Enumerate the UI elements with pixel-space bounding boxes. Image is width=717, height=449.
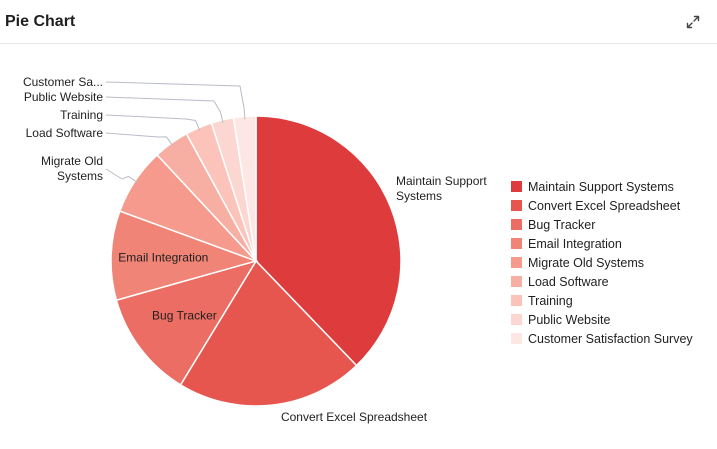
- slice-label-2: Convert Excel Spreadsheet: [281, 410, 428, 424]
- legend-item-4[interactable]: Email Integration: [511, 234, 693, 253]
- legend-item-9[interactable]: Customer Satisfaction Survey: [511, 329, 693, 348]
- legend-item-5[interactable]: Migrate Old Systems: [511, 253, 693, 272]
- legend-swatch: [511, 219, 522, 230]
- leader-line-5: [105, 168, 138, 183]
- slice-label-6: Load Software: [26, 126, 104, 140]
- legend-swatch: [511, 333, 522, 344]
- legend-swatch: [511, 181, 522, 192]
- legend-label: Bug Tracker: [528, 217, 596, 232]
- pie-slice-2[interactable]: [179, 259, 358, 407]
- legend-swatch: [511, 295, 522, 306]
- slice-label-5: Migrate Old Systems: [41, 154, 103, 183]
- legend-item-8[interactable]: Public Website: [511, 310, 693, 329]
- card-header: Pie Chart: [0, 0, 717, 44]
- slice-label-8: Public Website: [24, 90, 103, 104]
- legend-swatch: [511, 276, 522, 287]
- legend-label: Email Integration: [528, 236, 622, 251]
- leader-line-7: [105, 114, 201, 131]
- legend-swatch: [511, 238, 522, 249]
- legend-label: Public Website: [528, 312, 611, 327]
- legend-swatch: [511, 257, 522, 268]
- legend-item-7[interactable]: Training: [511, 291, 693, 310]
- slice-label-3: Bug Tracker: [152, 308, 217, 322]
- legend-item-1[interactable]: Maintain Support Systems: [511, 177, 693, 196]
- legend-item-2[interactable]: Convert Excel Spreadsheet: [511, 196, 693, 215]
- legend-swatch: [511, 314, 522, 325]
- legend-label: Load Software: [528, 274, 609, 289]
- leader-line-8: [105, 96, 224, 123]
- pie-slice-1[interactable]: [255, 115, 402, 367]
- legend-label: Maintain Support Systems: [528, 179, 674, 194]
- expand-icon: [686, 15, 700, 28]
- pie-chart: Maintain Support Systems Convert Excel Spr…: [23, 75, 487, 424]
- pie-slice-4[interactable]: [110, 210, 259, 302]
- legend-swatch: [511, 200, 522, 211]
- pie-slice-3[interactable]: [115, 259, 258, 386]
- legend-label: Training: [528, 293, 573, 308]
- legend-label: Customer Satisfaction Survey: [528, 331, 693, 346]
- slice-label-1: Maintain Support Systems: [396, 174, 487, 203]
- slice-label-7: Training: [60, 108, 103, 122]
- legend-label: Migrate Old Systems: [528, 255, 645, 270]
- legend-item-6[interactable]: Load Software: [511, 272, 693, 291]
- leader-line-6: [105, 132, 174, 147]
- slice-label-4: Email Integration: [118, 250, 208, 264]
- expand-button[interactable]: [683, 12, 703, 32]
- slice-label-9: Customer Sa...: [23, 75, 103, 89]
- chart-legend: Maintain Support Systems Convert Excel Sp…: [511, 177, 693, 348]
- page-title: Pie Chart: [5, 12, 76, 30]
- legend-item-3[interactable]: Bug Tracker: [511, 215, 693, 234]
- leader-line-9: [105, 81, 246, 120]
- legend-label: Convert Excel Spreadsheet: [528, 198, 681, 213]
